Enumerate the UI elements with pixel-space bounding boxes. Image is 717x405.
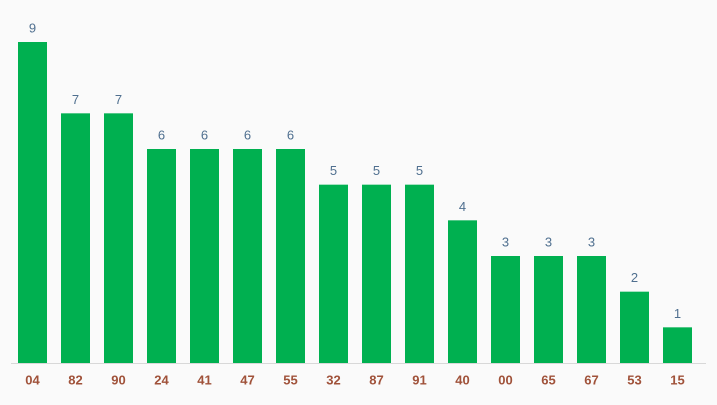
value-label: 6	[244, 127, 251, 142]
x-tick-label: 55	[283, 372, 297, 387]
x-tick-label: 90	[111, 372, 125, 387]
value-label: 5	[373, 163, 380, 178]
x-tick-label: 15	[670, 372, 684, 387]
x-tick-label: 24	[154, 372, 169, 387]
x-tick-label: 40	[455, 372, 469, 387]
x-tick-label: 53	[627, 372, 641, 387]
value-label: 9	[29, 20, 36, 35]
bar	[276, 149, 305, 363]
bar	[577, 256, 606, 363]
x-tick-label: 00	[498, 372, 512, 387]
value-label: 6	[201, 127, 208, 142]
x-tick-label: 67	[584, 372, 598, 387]
bar	[190, 149, 219, 363]
x-tick-label: 41	[197, 372, 211, 387]
value-label: 6	[287, 127, 294, 142]
bar	[61, 113, 90, 363]
bar	[18, 42, 47, 363]
value-label: 4	[459, 199, 466, 214]
x-tick-label: 82	[68, 372, 82, 387]
x-tick-label: 65	[541, 372, 555, 387]
bar	[319, 184, 348, 363]
value-label: 3	[588, 234, 595, 249]
value-label: 1	[674, 306, 681, 321]
value-label: 5	[330, 163, 337, 178]
value-label: 3	[502, 234, 509, 249]
value-label: 7	[72, 92, 79, 107]
bar	[534, 256, 563, 363]
bar	[620, 291, 649, 363]
value-label: 7	[115, 92, 122, 107]
bar	[491, 256, 520, 363]
bar	[448, 220, 477, 363]
x-tick-label: 47	[240, 372, 254, 387]
x-tick-label: 32	[326, 372, 340, 387]
value-label: 5	[416, 163, 423, 178]
bar	[663, 327, 692, 363]
x-tick-label: 04	[25, 372, 40, 387]
x-tick-label: 91	[412, 372, 426, 387]
value-label: 3	[545, 234, 552, 249]
x-tick-label: 87	[369, 372, 383, 387]
bar	[405, 184, 434, 363]
bar	[147, 149, 176, 363]
bar	[233, 149, 262, 363]
value-label: 2	[631, 270, 638, 285]
value-label: 6	[158, 127, 165, 142]
bar	[362, 184, 391, 363]
bar	[104, 113, 133, 363]
